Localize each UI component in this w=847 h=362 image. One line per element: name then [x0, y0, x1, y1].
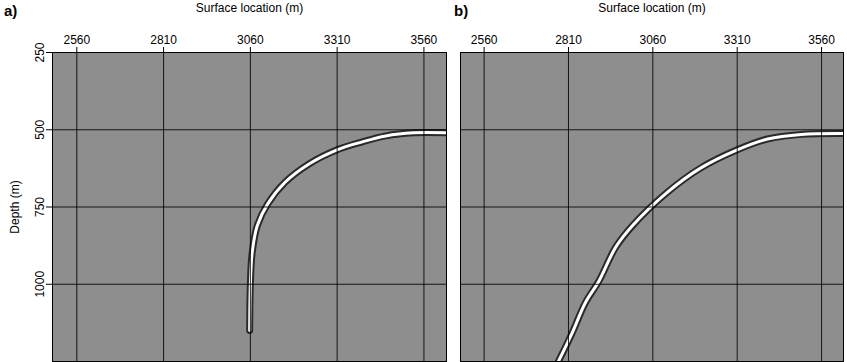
- svg-text:2810: 2810: [555, 33, 582, 47]
- html-text:a): a): [4, 2, 18, 19]
- svg-text:3310: 3310: [324, 33, 351, 47]
- svg-text:Surface location (m): Surface location (m): [598, 1, 705, 15]
- svg-text:3560: 3560: [411, 33, 438, 47]
- svg-text:2560: 2560: [471, 33, 498, 47]
- svg-text:2560: 2560: [63, 33, 90, 47]
- svg-text:3060: 3060: [237, 33, 264, 47]
- svg-text:1000: 1000: [33, 271, 47, 298]
- svg-text:Surface location (m): Surface location (m): [196, 1, 303, 15]
- svg-text:3310: 3310: [724, 33, 751, 47]
- svg-text:2810: 2810: [150, 33, 177, 47]
- html-text:b): b): [454, 2, 469, 19]
- svg-text:750: 750: [33, 197, 47, 217]
- svg-text:Depth (m): Depth (m): [8, 180, 22, 233]
- svg-text:250: 250: [33, 42, 47, 62]
- svg-text:3560: 3560: [808, 33, 835, 47]
- svg-text:500: 500: [33, 119, 47, 139]
- svg-text:3060: 3060: [639, 33, 666, 47]
